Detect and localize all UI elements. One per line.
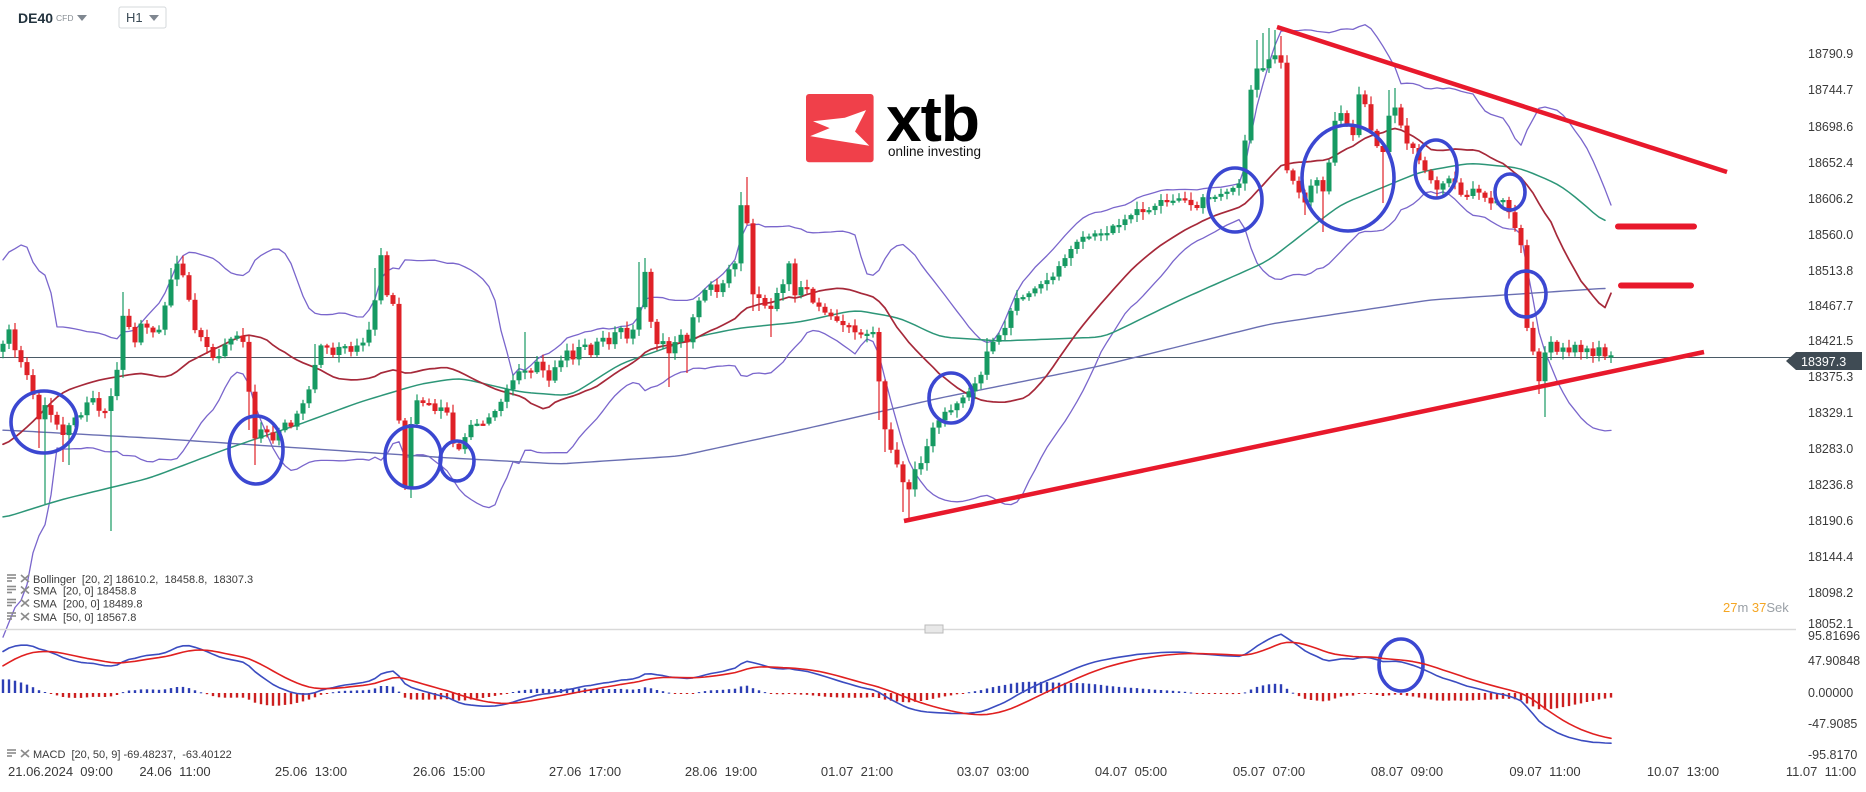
- svg-text:SMA [20, 0] 18458.8: SMA [20, 0] 18458.8: [33, 586, 136, 598]
- svg-text:0.00000: 0.00000: [1808, 686, 1853, 700]
- svg-text:18052.1: 18052.1: [1808, 617, 1853, 631]
- svg-text:18560.0: 18560.0: [1808, 228, 1853, 242]
- svg-text:18283.0: 18283.0: [1808, 442, 1853, 456]
- svg-text:05.07 07:00: 05.07 07:00: [1233, 764, 1305, 779]
- svg-text:18098.2: 18098.2: [1808, 586, 1853, 600]
- svg-text:25.06 13:00: 25.06 13:00: [275, 764, 347, 779]
- svg-text:95.81696: 95.81696: [1808, 629, 1860, 643]
- svg-text:Bollinger [20, 2] 18610.2, 1: Bollinger [20, 2] 18610.2, 18458.8, 1830…: [33, 574, 253, 586]
- svg-text:MACD [20, 50, 9] -69.48237,: MACD [20, 50, 9] -69.48237, -63.40122: [33, 749, 232, 761]
- svg-text:11.07 11:00: 11.07 11:00: [1786, 764, 1856, 779]
- svg-text:18190.6: 18190.6: [1808, 514, 1853, 528]
- svg-text:26.06 15:00: 26.06 15:00: [413, 764, 485, 779]
- svg-text:18467.7: 18467.7: [1808, 299, 1853, 313]
- svg-text:18421.5: 18421.5: [1808, 334, 1853, 348]
- svg-text:47.90848: 47.90848: [1808, 654, 1860, 668]
- svg-text:18652.4: 18652.4: [1808, 156, 1853, 170]
- svg-text:18397.3: 18397.3: [1801, 355, 1846, 369]
- svg-text:21.06.2024 09:00: 21.06.2024 09:00: [8, 764, 113, 779]
- svg-text:18698.6: 18698.6: [1808, 120, 1853, 134]
- svg-text:04.07 05:00: 04.07 05:00: [1095, 764, 1167, 779]
- svg-text:10.07 13:00: 10.07 13:00: [1647, 764, 1719, 779]
- svg-text:27m 37Sek: 27m 37Sek: [1723, 600, 1789, 615]
- svg-text:18144.4: 18144.4: [1808, 550, 1853, 564]
- svg-text:03.07 03:00: 03.07 03:00: [957, 764, 1029, 779]
- svg-text:SMA [50, 0] 18567.8: SMA [50, 0] 18567.8: [33, 612, 136, 624]
- svg-text:28.06 19:00: 28.06 19:00: [685, 764, 757, 779]
- svg-text:18744.7: 18744.7: [1808, 83, 1853, 97]
- svg-text:DE40: DE40: [18, 10, 53, 26]
- svg-text:18790.9: 18790.9: [1808, 47, 1853, 61]
- svg-text:xtb: xtb: [886, 83, 979, 155]
- svg-text:24.06 11:00: 24.06 11:00: [139, 764, 210, 779]
- svg-text:08.07 09:00: 08.07 09:00: [1371, 764, 1443, 779]
- svg-text:online investing: online investing: [888, 144, 981, 159]
- svg-text:18375.3: 18375.3: [1808, 370, 1853, 384]
- svg-text:18236.8: 18236.8: [1808, 478, 1853, 492]
- svg-text:18329.1: 18329.1: [1808, 406, 1853, 420]
- svg-text:H1: H1: [126, 10, 143, 25]
- svg-text:SMA [200, 0] 18489.8: SMA [200, 0] 18489.8: [33, 599, 142, 611]
- svg-text:-47.9085: -47.9085: [1808, 717, 1857, 731]
- svg-text:-95.8170: -95.8170: [1808, 748, 1857, 762]
- svg-text:CFD: CFD: [56, 13, 73, 23]
- svg-text:09.07 11:00: 09.07 11:00: [1509, 764, 1580, 779]
- svg-text:18513.8: 18513.8: [1808, 264, 1853, 278]
- svg-text:27.06 17:00: 27.06 17:00: [549, 764, 621, 779]
- svg-text:01.07 21:00: 01.07 21:00: [821, 764, 893, 779]
- svg-text:18606.2: 18606.2: [1808, 192, 1853, 206]
